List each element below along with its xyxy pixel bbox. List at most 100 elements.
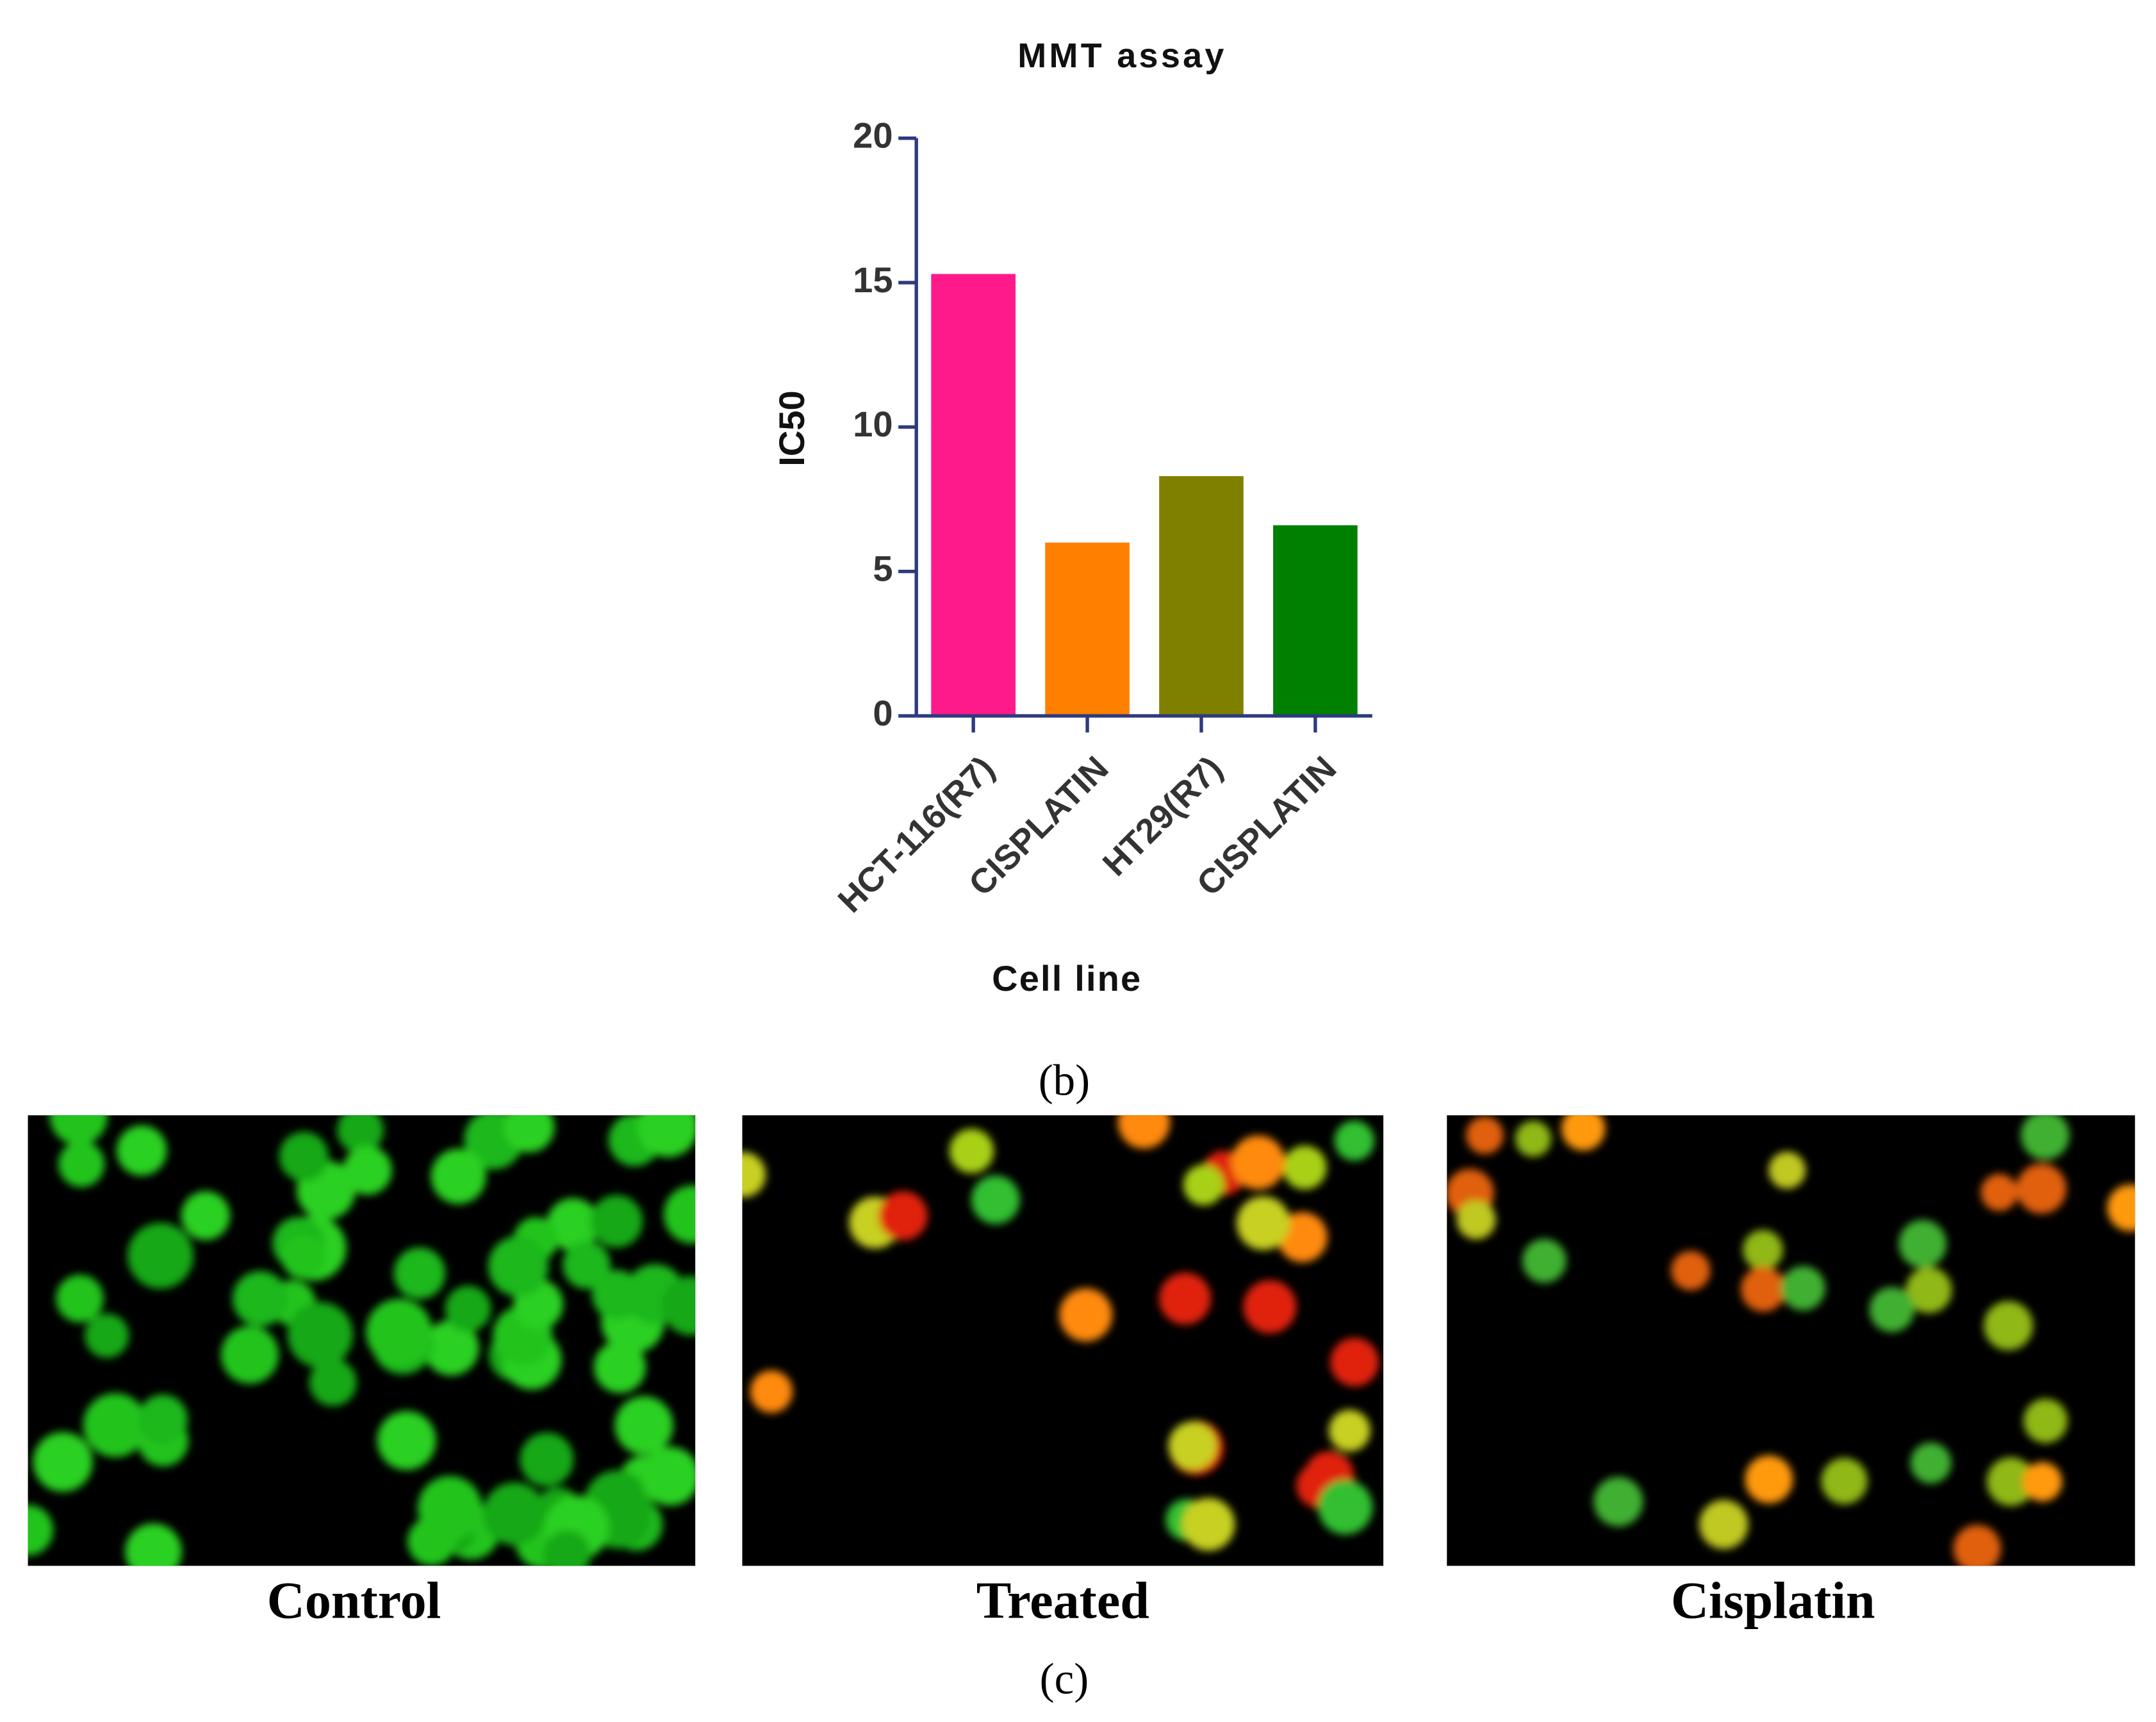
cell <box>878 1191 928 1241</box>
cell <box>742 1152 766 1198</box>
cell <box>138 1395 188 1445</box>
image-caption: Control <box>267 1571 441 1630</box>
cell <box>2107 1184 2135 1232</box>
cells <box>742 1115 1379 1551</box>
cell <box>2021 1115 2070 1160</box>
cell <box>1898 1220 1946 1268</box>
y-tick-label: 15 <box>853 260 893 300</box>
panel-label: (b) <box>1039 1056 1090 1105</box>
cell <box>1821 1457 1868 1505</box>
cell <box>750 1370 793 1413</box>
cell <box>661 1276 696 1336</box>
cell <box>1561 1115 1606 1151</box>
bar <box>1159 476 1244 716</box>
cell <box>309 1359 357 1407</box>
cell <box>563 1241 611 1289</box>
cell <box>1869 1287 1914 1332</box>
cell <box>591 1270 642 1320</box>
cell <box>56 1275 104 1323</box>
cells <box>28 1115 696 1566</box>
micrographs <box>28 1115 2135 1566</box>
cell <box>1159 1272 1212 1325</box>
cell <box>593 1341 646 1393</box>
cell <box>2016 1163 2067 1214</box>
cell <box>1768 1152 1806 1189</box>
cell <box>58 1141 105 1188</box>
panel-label: (c) <box>1040 1654 1089 1703</box>
cell <box>482 1482 546 1546</box>
cell <box>1236 1196 1290 1250</box>
cell <box>488 1236 549 1296</box>
cell <box>1330 1337 1379 1387</box>
cell <box>641 1446 696 1506</box>
cell <box>1515 1120 1552 1157</box>
cell <box>1984 1301 2033 1350</box>
cell <box>1181 1498 1235 1551</box>
cells <box>1447 1115 2135 1566</box>
bar <box>1045 542 1130 716</box>
cell <box>590 1195 643 1248</box>
cell <box>614 1396 673 1455</box>
cell <box>1671 1250 1711 1291</box>
cell <box>1334 1120 1375 1161</box>
cell <box>343 1146 392 1195</box>
cell <box>49 1115 108 1145</box>
cell <box>366 1298 432 1365</box>
cell <box>1243 1280 1297 1334</box>
cell <box>1740 1266 1786 1312</box>
cell <box>125 1523 182 1566</box>
cell <box>663 1185 696 1244</box>
image-caption: Treated <box>976 1571 1149 1630</box>
y-tick-label: 5 <box>873 549 893 589</box>
y-tick-label: 0 <box>873 693 893 733</box>
cell <box>83 1393 147 1457</box>
cell <box>85 1313 129 1358</box>
cell <box>949 1129 994 1173</box>
cell <box>1593 1477 1643 1527</box>
cell <box>543 1530 591 1566</box>
cell <box>116 1125 167 1176</box>
cell <box>337 1115 384 1154</box>
cell <box>407 1517 456 1566</box>
cell <box>281 1234 326 1279</box>
cell <box>1328 1409 1370 1452</box>
cell <box>33 1432 93 1492</box>
cell <box>1781 1266 1825 1311</box>
cell <box>637 1115 696 1157</box>
cell <box>1743 1230 1783 1270</box>
cell <box>1699 1500 1749 1550</box>
cell <box>1953 1525 2002 1566</box>
cell <box>1183 1164 1224 1205</box>
cell <box>1231 1135 1285 1189</box>
y-tick-label: 20 <box>853 115 893 155</box>
cell <box>1745 1455 1793 1503</box>
cell <box>1318 1480 1373 1535</box>
cell <box>1059 1288 1113 1342</box>
x-axis-label: Cell line <box>992 958 1142 998</box>
cell <box>127 1222 193 1289</box>
y-tick-label: 10 <box>853 404 893 444</box>
cell <box>504 1115 555 1153</box>
cell <box>28 1505 54 1556</box>
bar <box>1273 525 1358 716</box>
cell <box>2023 1462 2062 1502</box>
cell <box>1168 1421 1217 1470</box>
cell <box>445 1286 491 1332</box>
cell <box>1522 1239 1567 1283</box>
cell <box>1986 1457 2036 1506</box>
cell <box>971 1175 1020 1224</box>
cell <box>393 1247 446 1299</box>
micrograph <box>742 1115 1384 1566</box>
cell <box>1905 1267 1952 1314</box>
cell <box>431 1148 486 1204</box>
cell <box>1466 1116 1504 1154</box>
cell <box>220 1325 279 1384</box>
cell <box>287 1302 353 1368</box>
image-caption: Cisplatin <box>1671 1571 1875 1630</box>
cell <box>279 1131 329 1182</box>
cell <box>232 1271 288 1327</box>
cell <box>377 1411 436 1470</box>
cell <box>520 1432 574 1487</box>
